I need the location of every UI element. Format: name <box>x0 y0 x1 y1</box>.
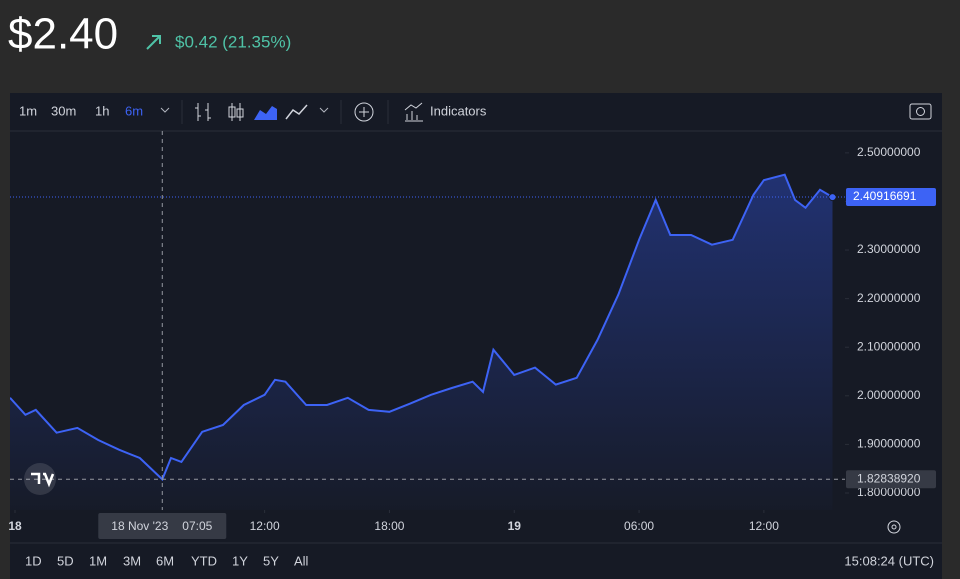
x-tick-label: 12:00 <box>749 519 779 533</box>
range-button[interactable]: All <box>294 553 309 568</box>
x-tick-label: 12:00 <box>250 519 280 533</box>
indicators-icon <box>404 102 423 122</box>
dropdown[interactable] <box>160 107 170 113</box>
line-icon[interactable] <box>285 104 308 120</box>
area <box>10 174 833 510</box>
y-tick-label: 2.20000000 <box>857 291 921 305</box>
up-arrow <box>146 35 161 50</box>
crosshair-y-tag <box>846 470 936 489</box>
price: $2.40 <box>8 10 118 59</box>
y-tick-label: 2.30000000 <box>857 242 921 256</box>
crosshair-y-label: 1.82838920 <box>857 471 921 485</box>
x-tick-label: 18 <box>8 519 22 533</box>
y-tick-label: 2.00000000 <box>857 388 921 402</box>
bars-icon[interactable] <box>195 103 211 121</box>
y-tick-label: 1.90000000 <box>857 437 921 451</box>
settings-icon[interactable] <box>887 520 901 534</box>
indicators[interactable]: Indicators <box>430 103 487 118</box>
range-button[interactable]: 1D <box>25 553 42 568</box>
range-button[interactable]: 5D <box>57 553 74 568</box>
y-tick-label: 2.10000000 <box>857 339 921 353</box>
interval[interactable]: 6m <box>125 103 143 118</box>
range-button[interactable]: 6M <box>156 553 174 568</box>
crosshair-time: 07:05 <box>182 519 212 533</box>
settings-icon-center <box>891 524 897 530</box>
price-change: $0.42 (21.35%) <box>175 32 291 51</box>
x-tick-label: 19 <box>508 519 522 533</box>
range-button[interactable]: 1M <box>89 553 107 568</box>
area-icon[interactable] <box>254 106 277 120</box>
screenshot-lens <box>916 107 925 116</box>
range-button[interactable]: 3M <box>123 553 141 568</box>
clock: 15:08:24 (UTC) <box>844 553 934 568</box>
interval[interactable]: 1m <box>19 103 37 118</box>
range-button[interactable]: 1Y <box>232 553 248 568</box>
last-price-label: 2.40916691 <box>853 189 917 203</box>
toolbar: Indicators 1m 30m 1h 6m <box>19 100 932 124</box>
x-tick-label: 18:00 <box>374 519 404 533</box>
add-icon-plus <box>359 107 369 117</box>
y-tick-label: 1.80000000 <box>857 485 921 499</box>
last-price-tag <box>846 188 936 207</box>
crosshair-x-tag <box>98 513 227 539</box>
logo <box>24 463 56 495</box>
y-tick-label: 2.50000000 <box>857 145 921 159</box>
range-button[interactable]: 5Y <box>263 553 279 568</box>
crosshair-date: 18 Nov '23 <box>111 519 168 533</box>
add-icon[interactable] <box>354 102 374 122</box>
interval[interactable]: 30m <box>51 103 76 118</box>
interval[interactable]: 1h <box>95 103 109 118</box>
screenshot-icon[interactable] <box>909 103 932 120</box>
x-tick-label: 06:00 <box>624 519 654 533</box>
dropdown[interactable] <box>319 107 329 113</box>
range-button[interactable]: YTD <box>191 553 217 568</box>
candles-icon[interactable] <box>228 103 244 121</box>
price-line <box>10 173 834 482</box>
